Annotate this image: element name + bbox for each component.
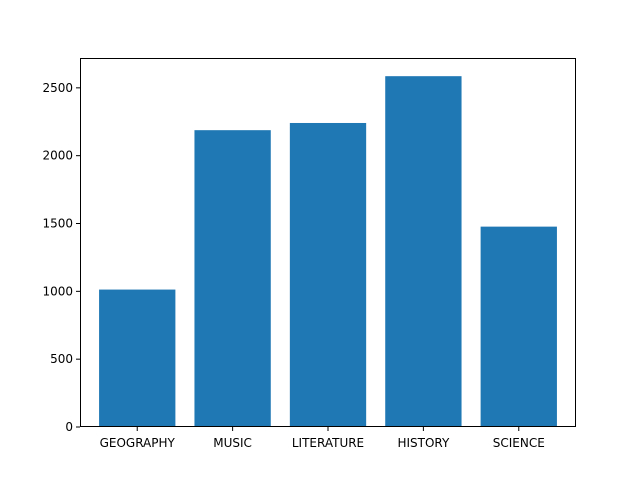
bar-science (480, 226, 557, 427)
y-axis: 0 500 1000 1500 2000 2500 (42, 81, 80, 434)
y-tick-label: 500 (50, 352, 73, 366)
bar-literature (289, 122, 367, 427)
plot-frame (80, 58, 576, 427)
y-tick-label: 0 (65, 420, 73, 434)
y-tick-label: 1500 (42, 217, 73, 231)
x-axis: GEOGRAPHY MUSIC LITERATURE HISTORY SCIENCE (100, 427, 545, 450)
bar-music (194, 130, 271, 428)
x-tick-label-history: HISTORY (397, 436, 450, 450)
bar-history (385, 76, 462, 428)
bars-layer (99, 76, 557, 428)
x-tick-label-geography: GEOGRAPHY (100, 436, 176, 450)
x-tick-label-literature: LITERATURE (292, 436, 364, 450)
x-tick-label-music: MUSIC (213, 436, 252, 450)
y-tick-label: 2000 (42, 149, 73, 163)
y-tick-label: 2500 (42, 81, 73, 95)
x-tick-label-science: SCIENCE (493, 436, 545, 450)
bar-geography (99, 289, 176, 427)
y-tick-label: 1000 (42, 284, 73, 298)
